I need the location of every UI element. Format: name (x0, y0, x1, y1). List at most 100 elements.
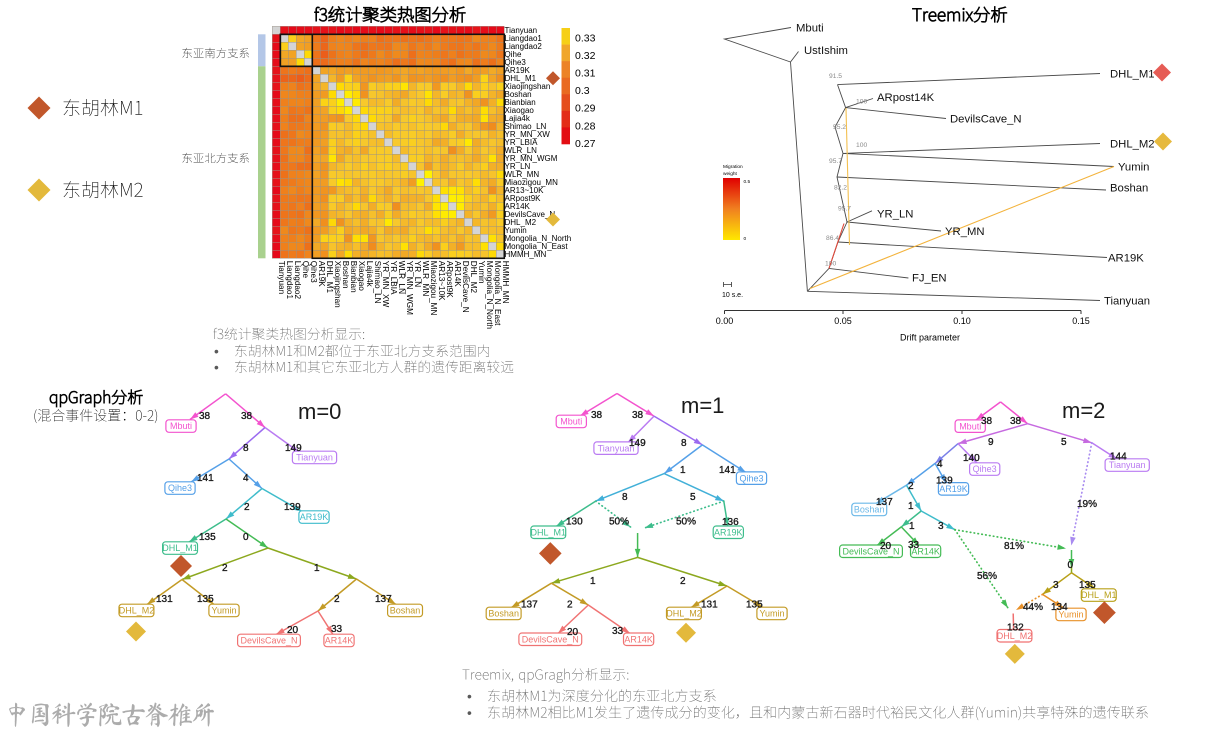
svg-text:0.31: 0.31 (575, 68, 596, 80)
svg-text:AR19K: AR19K (939, 484, 968, 494)
svg-text:DHL_M1: DHL_M1 (505, 74, 537, 83)
svg-text:DevilsCave_N: DevilsCave_N (842, 547, 899, 557)
svg-text:Mongolia_N_North: Mongolia_N_North (505, 234, 572, 243)
svg-text:AR19K: AR19K (300, 512, 329, 522)
svg-text:Mbuti: Mbuti (560, 417, 582, 427)
svg-text:Boshan: Boshan (341, 261, 350, 289)
svg-text:HMMH_MN: HMMH_MN (501, 261, 510, 304)
svg-text:20: 20 (567, 627, 579, 638)
svg-text:Xiaogao: Xiaogao (505, 106, 535, 115)
svg-text:Yumin: Yumin (505, 226, 527, 235)
svg-text:weight: weight (723, 171, 738, 177)
svg-text:91.5: 91.5 (829, 73, 842, 80)
svg-text:86.4: 86.4 (826, 235, 839, 242)
svg-text:5: 5 (690, 492, 696, 503)
svg-text:1: 1 (909, 521, 915, 532)
svg-text:140: 140 (963, 453, 980, 464)
svg-text:Mongolia_N_East: Mongolia_N_East (493, 261, 502, 326)
svg-text:DHL_M1: DHL_M1 (1081, 590, 1117, 600)
svg-text:DHL_M2: DHL_M2 (505, 218, 537, 227)
svg-text:AR19K: AR19K (505, 66, 531, 75)
svg-text:Mbuti: Mbuti (796, 23, 824, 35)
svg-text:DHL_M2: DHL_M2 (469, 261, 478, 294)
svg-text:95.7: 95.7 (829, 158, 842, 165)
svg-text:Qihe3: Qihe3 (739, 473, 763, 483)
svg-text:0.27: 0.27 (575, 138, 596, 150)
svg-text:95.7: 95.7 (838, 206, 851, 213)
svg-text:0: 0 (744, 236, 747, 242)
svg-text:•: • (214, 360, 219, 375)
svg-text:136: 136 (722, 517, 739, 528)
svg-text:1: 1 (908, 501, 914, 512)
svg-text:Qihe3: Qihe3 (168, 483, 192, 493)
svg-text:4: 4 (937, 459, 943, 470)
svg-text:1: 1 (680, 465, 686, 476)
svg-text:38: 38 (591, 410, 603, 421)
svg-text:AR14K: AR14K (624, 634, 653, 644)
svg-text:DHL_M2: DHL_M2 (1110, 139, 1155, 151)
svg-text:2: 2 (244, 502, 250, 513)
svg-text:YR_LN: YR_LN (877, 209, 913, 221)
svg-text:38: 38 (981, 416, 993, 427)
svg-text:135: 135 (746, 600, 763, 611)
svg-text:ARpost14K: ARpost14K (877, 92, 935, 104)
svg-text:100: 100 (825, 261, 836, 268)
svg-text:Boshan: Boshan (505, 90, 532, 99)
svg-text:137: 137 (375, 594, 392, 605)
svg-text:Xiaojingshan: Xiaojingshan (333, 261, 342, 308)
svg-text:m=0: m=0 (298, 399, 341, 424)
svg-text:38: 38 (241, 411, 253, 422)
svg-text:DevilsCave_N: DevilsCave_N (522, 634, 579, 644)
svg-text:0: 0 (243, 532, 249, 543)
svg-text:Boshan: Boshan (488, 609, 519, 619)
svg-text:Yumin: Yumin (477, 261, 486, 284)
svg-text:UstIshim: UstIshim (804, 45, 848, 57)
svg-text:DevilsCave_N: DevilsCave_N (505, 210, 556, 219)
svg-text:0.15: 0.15 (1072, 316, 1090, 326)
svg-text:141: 141 (197, 473, 214, 484)
svg-text:Bianbian: Bianbian (349, 261, 358, 293)
svg-text:131: 131 (701, 600, 718, 611)
svg-text:ARpost9K: ARpost9K (505, 194, 542, 203)
svg-text:149: 149 (629, 438, 646, 449)
svg-text:135: 135 (197, 594, 214, 605)
svg-text:81%: 81% (1004, 541, 1024, 552)
svg-text:3: 3 (938, 521, 944, 532)
svg-text:1: 1 (590, 576, 596, 587)
svg-text:Boshan: Boshan (1110, 183, 1148, 195)
svg-text:Mbuti: Mbuti (170, 421, 192, 431)
svg-text:56%: 56% (977, 571, 997, 582)
svg-text:Shimao_LN: Shimao_LN (505, 122, 547, 131)
svg-text:0: 0 (1068, 560, 1074, 571)
svg-text:DHL_M2: DHL_M2 (119, 606, 155, 616)
svg-text:10 s.e.: 10 s.e. (722, 292, 743, 299)
svg-text:50%: 50% (676, 517, 696, 528)
svg-text:2: 2 (908, 481, 914, 492)
svg-text:Liangdao2: Liangdao2 (505, 42, 543, 51)
svg-text:AR14K: AR14K (505, 202, 531, 211)
svg-text:m=2: m=2 (1062, 398, 1105, 423)
svg-text:Yumin: Yumin (1058, 610, 1083, 620)
svg-text:0.32: 0.32 (575, 50, 596, 62)
svg-text:130: 130 (566, 517, 583, 528)
svg-text:100: 100 (856, 99, 867, 106)
svg-text:0.5: 0.5 (744, 179, 751, 185)
svg-text:139: 139 (284, 502, 301, 513)
svg-text:YR_MN_WGM: YR_MN_WGM (405, 261, 414, 315)
svg-text:Yumin: Yumin (211, 606, 236, 616)
svg-text:20: 20 (287, 625, 299, 636)
svg-text:AR19K: AR19K (1108, 253, 1144, 265)
svg-text:2: 2 (222, 563, 228, 574)
svg-text:DHL_M2: DHL_M2 (666, 609, 702, 619)
svg-text:DHL_M2: DHL_M2 (997, 631, 1033, 641)
svg-text:2: 2 (334, 594, 340, 605)
svg-text:0.05: 0.05 (834, 316, 852, 326)
svg-text:Qihe: Qihe (505, 50, 522, 59)
svg-text:Miaozigou_MN: Miaozigou_MN (505, 178, 559, 187)
svg-text:Qihe3: Qihe3 (973, 464, 997, 474)
svg-text:Xiaogao: Xiaogao (357, 261, 366, 291)
svg-text:139: 139 (936, 476, 953, 487)
svg-text:Yumin: Yumin (759, 609, 784, 619)
svg-text:135: 135 (1079, 580, 1096, 591)
svg-text:137: 137 (876, 497, 893, 508)
